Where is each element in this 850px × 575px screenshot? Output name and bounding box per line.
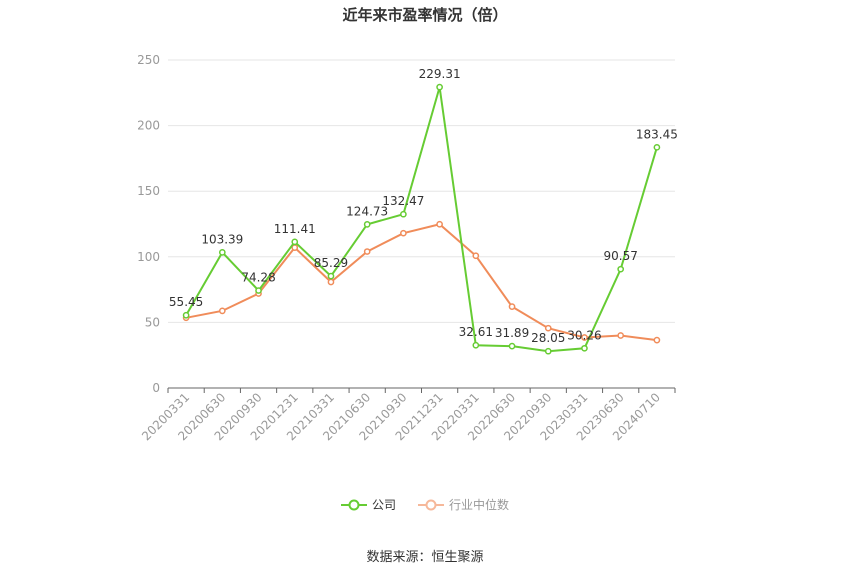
legend-industry-line-icon xyxy=(418,499,444,510)
grid-lines xyxy=(168,59,675,323)
legend-item-industry-median[interactable]: 行业中位数 xyxy=(418,496,509,513)
company-data-label: 28.05 xyxy=(531,331,565,345)
company-data-point xyxy=(255,287,262,294)
company-data-label: 229.31 xyxy=(419,67,461,81)
company-data-label: 31.89 xyxy=(495,326,529,340)
y-tick-label: 100 xyxy=(137,250,160,264)
legend-company-label: 公司 xyxy=(371,498,396,512)
y-tick-label: 150 xyxy=(137,184,160,198)
industry-median-data-point xyxy=(400,229,407,237)
company-data-point xyxy=(291,238,299,246)
company-data-label: 74.28 xyxy=(241,271,275,285)
industry-median-data-point xyxy=(436,220,443,228)
industry-median-data-point xyxy=(653,336,661,344)
company-data-label: 32.61 xyxy=(459,325,493,339)
company-data-point xyxy=(218,249,226,256)
company-data-label: 30.26 xyxy=(567,328,601,342)
industry-median-data-point xyxy=(472,252,480,260)
legend-industry-label: 行业中位数 xyxy=(449,498,510,512)
company-data-point xyxy=(436,83,443,91)
industry-median-data-point xyxy=(508,303,516,311)
y-tick-label: 200 xyxy=(137,119,160,133)
y-tick-label: 50 xyxy=(145,315,160,329)
industry-median-data-point xyxy=(617,332,625,339)
company-data-label: 103.39 xyxy=(201,232,243,246)
company-data-point xyxy=(508,342,516,350)
company-data-label: 132.47 xyxy=(382,194,424,208)
industry-median-series-line xyxy=(185,223,658,342)
chart-title: 近年来市盈率情况（倍） xyxy=(342,6,508,24)
industry-median-data-point xyxy=(327,278,335,286)
company-data-point xyxy=(544,347,552,355)
company-data-point xyxy=(472,341,480,349)
company-data-point xyxy=(363,221,371,228)
company-data-label: 55.45 xyxy=(169,295,203,309)
company-data-point xyxy=(327,272,335,280)
y-tick-label: 250 xyxy=(137,53,160,67)
legend-item-company[interactable]: 公司 xyxy=(340,496,396,513)
company-data-point xyxy=(182,311,190,319)
company-data-label: 85.29 xyxy=(314,256,348,270)
industry-median-data-point xyxy=(581,334,588,341)
series-layer xyxy=(182,83,661,355)
legend: 公司 行业中位数 xyxy=(0,496,850,513)
industry-median-data-point xyxy=(544,324,552,332)
company-data-label: 111.41 xyxy=(274,222,316,236)
legend-company-line-icon xyxy=(340,499,367,510)
company-data-label: 124.73 xyxy=(346,204,388,218)
company-data-point xyxy=(653,143,661,151)
company-data-label: 90.57 xyxy=(603,249,637,263)
y-axis: 0 50 100 150 200 250 xyxy=(137,53,160,395)
company-series-line xyxy=(185,86,658,353)
industry-median-data-point xyxy=(363,248,371,255)
y-tick-label: 0 xyxy=(152,381,160,395)
industry-median-data-point xyxy=(218,307,226,315)
company-data-point xyxy=(400,210,407,218)
company-data-point xyxy=(617,265,625,273)
data-source-note: 数据来源：恒生聚源 xyxy=(366,550,484,565)
company-data-label: 183.45 xyxy=(636,127,678,141)
x-axis: 2020033120200630202009302020123120210331… xyxy=(139,387,676,443)
company-data-point xyxy=(581,344,588,352)
